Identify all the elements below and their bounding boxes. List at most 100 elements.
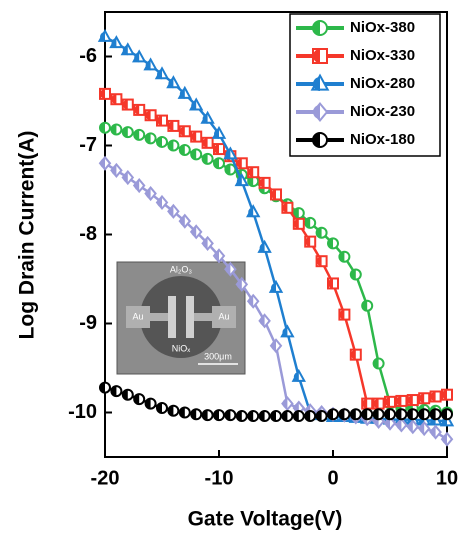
marker-half <box>225 264 231 275</box>
marker-half <box>236 176 242 187</box>
inset-label: 300μm <box>204 351 232 361</box>
inset-electrode <box>186 296 194 338</box>
inset-label: Au <box>218 311 229 321</box>
marker-half <box>179 216 185 227</box>
marker-half <box>305 411 311 422</box>
inset-lead <box>192 313 212 321</box>
marker-half <box>350 349 356 360</box>
marker-half <box>225 410 231 421</box>
marker-half <box>157 115 162 126</box>
inset-label: NiOₓ <box>172 343 190 353</box>
marker-half <box>339 251 345 262</box>
marker-half <box>248 167 254 178</box>
marker-half <box>248 176 254 187</box>
marker-half <box>145 60 151 71</box>
marker-half <box>225 149 231 160</box>
marker-half <box>111 386 117 397</box>
marker-half <box>316 256 322 267</box>
marker-half <box>168 120 174 131</box>
marker-half <box>271 189 276 200</box>
inset-label: Al₂O₃ <box>170 264 192 274</box>
marker-half <box>305 217 311 228</box>
marker-half <box>202 153 208 164</box>
marker-half <box>316 411 322 422</box>
legend: NiOx-380 NiOx-330 NiOx-280 NiOx-230 NiOx-180 <box>289 13 441 157</box>
marker-half <box>328 409 333 420</box>
marker-half <box>316 227 322 238</box>
inset-label: Au <box>132 311 143 321</box>
marker-half <box>248 207 254 218</box>
marker-half <box>419 393 425 404</box>
inset-electrode <box>168 296 176 338</box>
marker-half <box>442 434 447 445</box>
marker-half <box>134 52 140 63</box>
marker-half <box>111 165 117 176</box>
legend-label: NiOx-180 <box>350 131 415 148</box>
marker-half <box>259 411 265 422</box>
marker-half <box>373 358 379 369</box>
marker-half <box>122 389 128 400</box>
marker-half <box>214 410 219 421</box>
marker-half <box>157 197 162 208</box>
marker-half <box>430 427 436 438</box>
inset-lead <box>150 313 170 321</box>
y-tick-label: -10 <box>68 401 97 423</box>
legend-label: NiOx-280 <box>350 75 415 92</box>
marker-half <box>350 269 356 280</box>
marker-half <box>442 409 447 420</box>
marker-half <box>313 49 320 63</box>
marker-half <box>134 180 140 191</box>
marker-half <box>259 242 265 253</box>
marker-half <box>100 158 105 169</box>
marker-half <box>271 340 276 351</box>
marker-half <box>430 409 436 420</box>
x-tick-label: 10 <box>436 467 458 489</box>
marker-half <box>100 122 105 133</box>
marker-half <box>168 405 174 416</box>
marker-half <box>313 105 320 119</box>
legend-label: NiOx-330 <box>350 47 415 64</box>
marker-half <box>385 396 390 407</box>
marker-half <box>259 177 265 188</box>
marker-half <box>157 136 162 147</box>
marker-half <box>350 409 356 420</box>
marker-half <box>134 104 140 115</box>
marker-half <box>313 133 320 147</box>
x-tick-label: 0 <box>327 467 338 489</box>
marker-half <box>100 31 105 42</box>
marker-half <box>313 21 320 35</box>
marker-half <box>236 158 242 169</box>
marker-half <box>293 371 299 382</box>
marker-half <box>145 133 151 144</box>
marker-half <box>157 403 162 414</box>
marker-half <box>442 389 447 400</box>
marker-half <box>282 398 288 409</box>
marker-half <box>100 88 105 99</box>
y-tick-label: -8 <box>79 223 97 245</box>
marker-half <box>362 300 368 311</box>
marker-half <box>248 411 254 422</box>
marker-half <box>407 421 413 432</box>
marker-half <box>202 113 208 124</box>
marker-half <box>385 418 390 429</box>
marker-half <box>396 419 402 430</box>
marker-half <box>373 398 379 409</box>
marker-half <box>339 309 345 320</box>
marker-half <box>168 140 174 151</box>
inset-pad <box>212 306 236 328</box>
y-axis-title: Log Drain Current(A) <box>16 131 39 340</box>
marker-half <box>248 296 254 307</box>
marker-half <box>305 236 311 247</box>
marker-half <box>293 208 299 219</box>
marker-half <box>122 172 128 183</box>
marker-half <box>145 398 151 409</box>
marker-half <box>236 411 242 422</box>
marker-half <box>145 110 151 121</box>
marker-half <box>122 99 128 110</box>
marker-half <box>191 100 197 111</box>
marker-half <box>202 238 208 249</box>
marker-half <box>134 394 140 405</box>
x-tick-label: -10 <box>205 467 234 489</box>
marker-half <box>419 409 425 420</box>
